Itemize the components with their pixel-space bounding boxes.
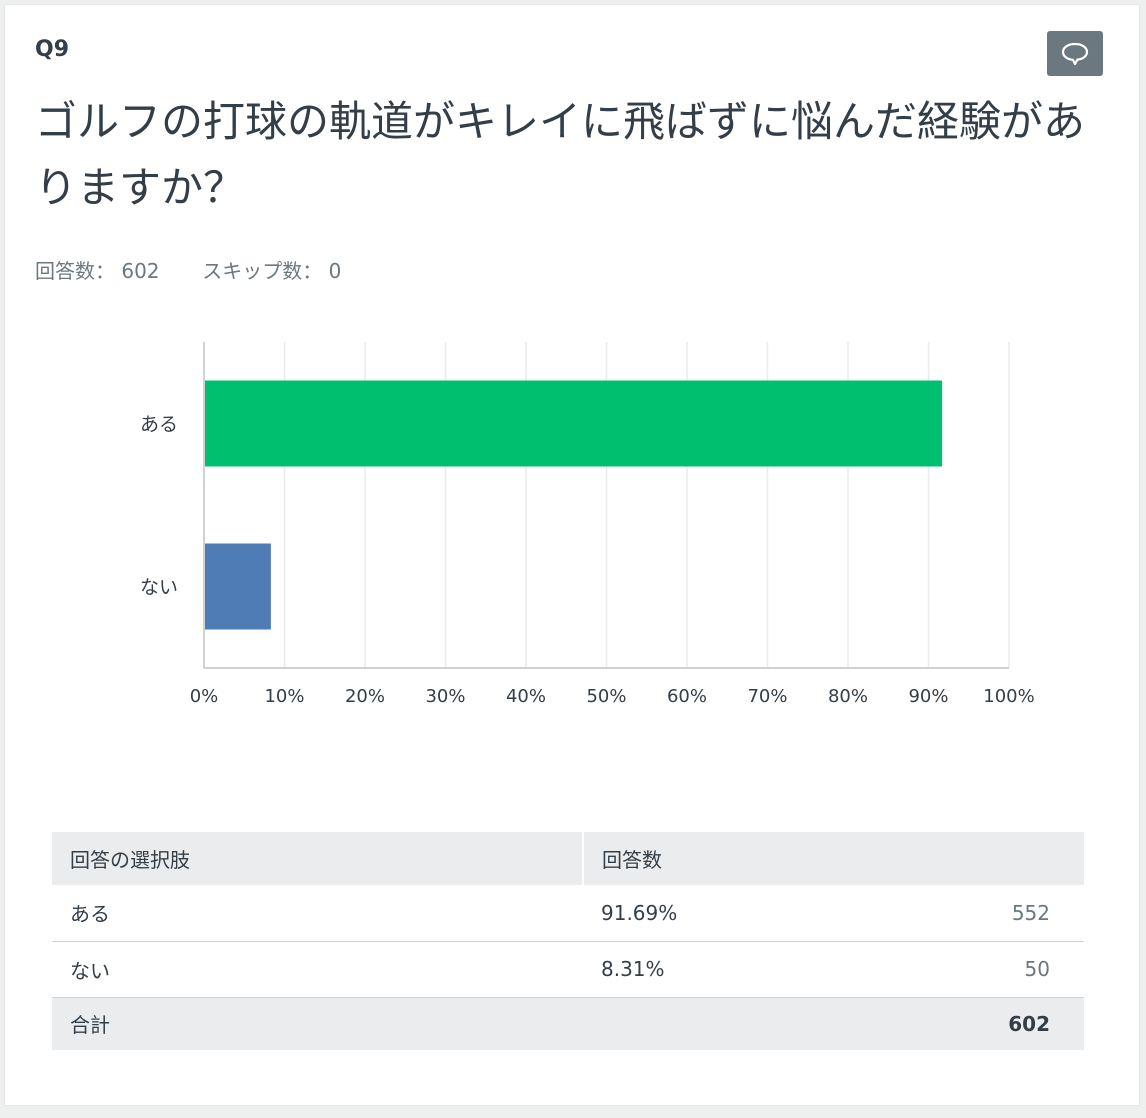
total-label: 合計 xyxy=(70,1013,110,1038)
x-tick-label: 30% xyxy=(425,686,465,707)
answered-label: 回答数： xyxy=(35,259,115,283)
skipped-count: 0 xyxy=(328,259,342,283)
x-tick-label: 100% xyxy=(983,686,1034,707)
category-label: ある xyxy=(140,414,178,436)
table-total-row: 合計 602 xyxy=(52,997,1084,1050)
skipped-label: スキップ数： xyxy=(202,259,323,283)
row-choice: ある xyxy=(70,902,110,927)
x-tick-label: 40% xyxy=(506,686,546,707)
comment-button[interactable] xyxy=(1047,31,1103,76)
category-label: ない xyxy=(140,577,178,599)
x-tick-label: 10% xyxy=(264,686,304,707)
x-tick-label: 80% xyxy=(828,686,868,707)
response-table: 回答の選択肢 回答数 ある 91.69% 552 ない 8.31% 50 合計 … xyxy=(52,832,1084,1050)
table-header-row: 回答の選択肢 回答数 xyxy=(52,832,1084,885)
x-tick-label: 50% xyxy=(586,686,626,707)
row-choice: ない xyxy=(70,958,110,983)
table-row: ない 8.31% 50 xyxy=(52,941,1084,997)
question-number: Q9 xyxy=(35,37,70,62)
answered-count: 602 xyxy=(121,259,160,283)
x-tick-label: 0% xyxy=(190,686,219,707)
row-count: 50 xyxy=(1024,957,1050,981)
bar-yes xyxy=(205,380,943,467)
x-tick-label: 90% xyxy=(908,686,948,707)
question-card: Q9 ゴルフの打球の軌道がキレイに飛ばずに悩んだ経験がありますか？ 回答数： 6… xyxy=(4,4,1140,1106)
response-stats: 回答数： 602 スキップ数： 0 xyxy=(35,255,341,284)
row-count: 552 xyxy=(1011,900,1050,925)
row-percent: 8.31% xyxy=(601,957,665,981)
x-tick-label: 60% xyxy=(667,686,707,707)
comment-bubble-icon xyxy=(1061,42,1089,65)
x-tick-label: 20% xyxy=(345,686,385,707)
question-title: ゴルフの打球の軌道がキレイに飛ばずに悩んだ経験がありますか？ xyxy=(35,97,1086,212)
x-tick-label: 70% xyxy=(747,686,787,707)
total-count: 602 xyxy=(1008,1011,1050,1036)
total-percent-blank xyxy=(583,997,856,1050)
row-percent: 91.69% xyxy=(601,900,678,925)
header-responses: 回答数 xyxy=(602,848,662,872)
table-row: ある 91.69% 552 xyxy=(52,885,1084,941)
bar-no xyxy=(205,543,271,630)
header-choice: 回答の選択肢 xyxy=(52,832,584,885)
